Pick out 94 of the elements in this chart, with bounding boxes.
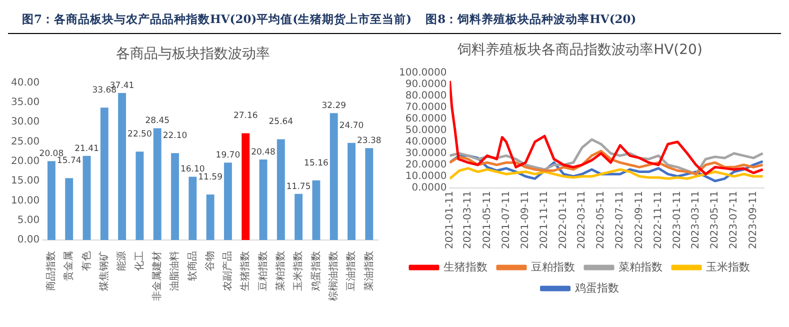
bar bbox=[276, 139, 285, 240]
bar bbox=[153, 128, 162, 240]
data-label: 20.48 bbox=[251, 147, 276, 158]
data-label: 22.10 bbox=[162, 131, 188, 142]
x-tick-label: 2022-11-11 bbox=[653, 190, 664, 250]
y-tick-label: 0.00 bbox=[17, 234, 40, 246]
data-label: 32.29 bbox=[322, 101, 346, 112]
y-tick-label: 40.0000 bbox=[405, 136, 447, 148]
bar bbox=[136, 152, 144, 240]
bar bbox=[100, 108, 108, 240]
x-tick-label: 豆粕指数 bbox=[256, 251, 269, 291]
bar bbox=[224, 162, 232, 240]
bar bbox=[82, 156, 91, 240]
x-tick-label: 2022-07-11 bbox=[614, 190, 626, 250]
bar bbox=[312, 180, 320, 240]
y-tick-label: 30.0000 bbox=[405, 148, 447, 159]
data-label: 23.38 bbox=[357, 136, 382, 146]
data-label: 19.70 bbox=[216, 150, 240, 161]
x-tick-label: 农副产品 bbox=[222, 251, 234, 291]
x-tick-label: 2023-07-11 bbox=[728, 190, 740, 250]
data-label: 11.59 bbox=[198, 172, 222, 182]
y-tick-label: 5.00 bbox=[17, 214, 40, 226]
bar bbox=[206, 194, 214, 240]
data-label: 11.75 bbox=[286, 182, 311, 192]
x-tick-label: 2021-09-11 bbox=[520, 190, 532, 250]
caption: 图8：饲料养殖板块品种波动率HV(20) bbox=[426, 12, 636, 27]
x-tick-label: 2021-05-11 bbox=[482, 190, 493, 250]
bar bbox=[171, 153, 179, 240]
data-label: 15.16 bbox=[304, 158, 328, 168]
bar bbox=[188, 176, 197, 240]
x-tick-label: 鸡蛋指数 bbox=[310, 251, 322, 292]
x-tick-label: 豆油指数 bbox=[345, 251, 358, 291]
chart-title: 各商品与板块指数波动率 bbox=[116, 46, 270, 62]
y-tick-label: 70.0000 bbox=[405, 102, 447, 113]
x-tick-label: 商品指数 bbox=[45, 251, 58, 291]
data-label: 21.41 bbox=[74, 144, 99, 154]
y-tick-label: 80.0000 bbox=[405, 90, 447, 102]
bar bbox=[348, 142, 356, 240]
x-tick-label: 非金属建材 bbox=[150, 251, 163, 301]
bar bbox=[65, 178, 74, 240]
x-tick-label: 2021-01-11 bbox=[444, 190, 456, 250]
x-tick-label: 菜粕指数 bbox=[274, 251, 287, 291]
x-tick-label: 棕榈油指数 bbox=[327, 251, 340, 301]
x-tick-label: 2021-11-11 bbox=[539, 190, 550, 250]
y-tick-label: 100.0000 bbox=[398, 67, 447, 78]
x-tick-label: 玉米指数 bbox=[292, 251, 304, 291]
y-tick-label: 90.0000 bbox=[405, 78, 447, 90]
x-tick-label: 2022-01-11 bbox=[558, 190, 570, 250]
data-label: 28.45 bbox=[145, 116, 170, 126]
x-tick-label: 2022-05-11 bbox=[596, 190, 607, 250]
data-label: 25.64 bbox=[268, 117, 294, 128]
x-tick-label: 2023-03-11 bbox=[690, 190, 702, 250]
x-tick-label: 2022-09-11 bbox=[634, 190, 646, 250]
y-tick-label: 10.00 bbox=[10, 195, 40, 206]
y-tick-label: 0.0000 bbox=[412, 182, 447, 194]
y-tick-label: 60.0000 bbox=[405, 113, 447, 124]
caption: 图7：各商品板块与农产品品种指数HV(20)平均值(生猪期货上市至当前) bbox=[22, 12, 412, 27]
x-tick-label: 2022-03-11 bbox=[576, 190, 588, 250]
y-tick-label: 20.0000 bbox=[405, 159, 447, 170]
y-tick-label: 10.0000 bbox=[405, 170, 447, 182]
x-tick-label: 煤焦钢矿 bbox=[98, 251, 110, 291]
x-tick-label: 生猪指数 bbox=[239, 251, 252, 291]
y-tick-label: 30.00 bbox=[10, 116, 40, 128]
data-label: 22.50 bbox=[128, 130, 152, 140]
x-tick-label: 化工 bbox=[133, 251, 146, 271]
x-tick-label: 谷物 bbox=[204, 251, 216, 271]
bar bbox=[294, 194, 303, 240]
bar bbox=[330, 113, 338, 240]
y-tick-label: 20.00 bbox=[10, 156, 40, 167]
chart-title: 饲料养殖板块各商品指数波动率HV(20) bbox=[456, 42, 702, 58]
bar bbox=[47, 161, 56, 240]
x-tick-label: 油脂油料 bbox=[168, 251, 181, 291]
y-tick-label: 40.00 bbox=[10, 77, 40, 88]
x-tick-label: 2023-05-11 bbox=[710, 190, 721, 250]
y-tick-label: 15.00 bbox=[10, 176, 40, 187]
x-tick-label: 软商品 bbox=[186, 251, 198, 281]
bar bbox=[259, 160, 268, 240]
x-tick-label: 2021-07-11 bbox=[500, 190, 512, 250]
x-tick-label: 有色 bbox=[80, 251, 92, 271]
y-tick-label: 50.0000 bbox=[405, 124, 447, 136]
data-label: 24.70 bbox=[339, 120, 364, 131]
y-tick-label: 35.00 bbox=[10, 97, 40, 108]
bar bbox=[365, 148, 374, 240]
y-tick-label: 25.00 bbox=[10, 136, 40, 148]
x-tick-label: 贵金属 bbox=[62, 251, 75, 281]
x-tick-label: 2023-09-11 bbox=[748, 190, 759, 250]
x-tick-label: 菜油指数 bbox=[362, 251, 375, 291]
x-tick-label: 能源 bbox=[116, 251, 128, 271]
data-label: 33.68 bbox=[92, 86, 117, 96]
data-label: 27.16 bbox=[233, 111, 258, 122]
bar bbox=[242, 133, 250, 240]
bar bbox=[118, 92, 126, 240]
x-tick-label: 2021-03-11 bbox=[462, 190, 474, 250]
x-tick-label: 2023-01-11 bbox=[672, 190, 684, 250]
